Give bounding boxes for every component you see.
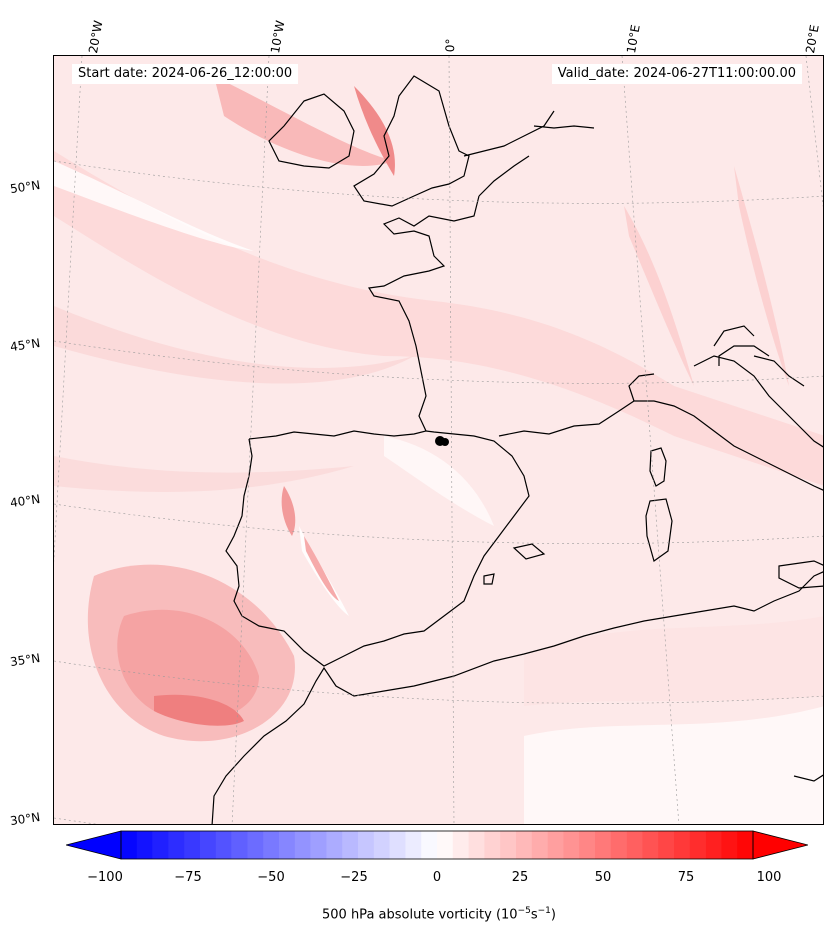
colorbar-tick: −75: [174, 870, 202, 885]
colorbar-cell: [468, 831, 485, 859]
colorbar-cell: [595, 831, 612, 859]
start-date-label: Start date: 2024-06-26_12:00:00: [72, 64, 299, 84]
colorbar-cell: [563, 831, 580, 859]
colorbar-tick: 25: [511, 870, 529, 885]
colorbar-cell: [452, 831, 469, 859]
colorbar-tick: 100: [756, 870, 782, 885]
colorbar-cell: [705, 831, 722, 859]
colorbar-cell: [358, 831, 375, 859]
colorbar-tick: −25: [340, 870, 368, 885]
colorbar-cell: [737, 831, 754, 859]
colorbar-cell: [500, 831, 517, 859]
colorbar-label-exp2: −1: [537, 906, 551, 916]
colorbar-cell: [484, 831, 501, 859]
colorbar-cell: [326, 831, 343, 859]
colorbar-cell: [136, 831, 153, 859]
colorbar-cell: [516, 831, 533, 859]
colorbar-label: 500 hPa absolute vorticity (10−5s−1): [0, 906, 832, 922]
colorbar-cell: [626, 831, 643, 859]
colorbar-cell: [263, 831, 280, 859]
lon-label-10e: 10°E: [624, 23, 643, 55]
colorbar-extend-min: [66, 830, 122, 860]
colorbar-cells: [121, 831, 754, 859]
valid-date-label: Valid_date: 2024-06-27T11:00:00.00: [551, 64, 802, 84]
colorbar-cell: [531, 831, 548, 859]
colorbar-cell: [721, 831, 738, 859]
station-marker: [435, 436, 449, 446]
map-panel: [53, 55, 824, 825]
colorbar-outline: [120, 830, 754, 860]
lon-label-20w: 20°W: [86, 19, 106, 55]
colorbar-label-mid: s: [530, 907, 538, 923]
colorbar-cell: [421, 831, 438, 859]
colorbar-cell: [294, 831, 311, 859]
colorbar-cell: [279, 831, 296, 859]
lat-label-35n: 35°N: [9, 650, 42, 670]
colorbar-cell: [247, 831, 264, 859]
lat-label-45n: 45°N: [9, 335, 42, 355]
colorbar-tick: 50: [594, 870, 612, 885]
colorbar-label-end: ): [550, 907, 556, 923]
colorbar-label-main: 500 hPa absolute vorticity (10: [322, 907, 518, 923]
colorbar-cell: [121, 831, 138, 859]
colorbar-cell: [689, 831, 706, 859]
colorbar-label-exp1: −5: [517, 906, 531, 916]
colorbar-tick: −50: [257, 870, 285, 885]
colorbar-extend-max: [752, 830, 808, 860]
vorticity-map: [54, 56, 823, 824]
lat-label-50n: 50°N: [9, 177, 42, 197]
colorbar-cell: [184, 831, 201, 859]
colorbar-cell: [642, 831, 659, 859]
colorbar-cell: [674, 831, 691, 859]
colorbar-cell: [152, 831, 169, 859]
colorbar-tick: 75: [677, 870, 695, 885]
graticule-lines: [54, 56, 823, 824]
vorticity-field: [54, 76, 823, 824]
colorbar-cell: [215, 831, 232, 859]
colorbar-cell: [389, 831, 406, 859]
coastlines: [211, 75, 823, 824]
colorbar-tick: −100: [87, 870, 123, 885]
colorbar-tick: 0: [432, 870, 442, 885]
colorbar-cell: [405, 831, 422, 859]
colorbar-cell: [168, 831, 185, 859]
colorbar: [66, 830, 808, 860]
colorbar-cell: [231, 831, 248, 859]
lat-label-40n: 40°N: [9, 491, 42, 511]
colorbar-cell: [437, 831, 454, 859]
colorbar-cell: [200, 831, 217, 859]
lat-label-30n: 30°N: [9, 809, 42, 829]
lon-label-0: 0°: [443, 38, 458, 53]
colorbar-cell: [658, 831, 675, 859]
lon-label-10w: 10°W: [268, 19, 288, 55]
lon-label-20e: 20°E: [803, 23, 822, 55]
colorbar-cell: [547, 831, 564, 859]
colorbar-cell: [610, 831, 627, 859]
colorbar-cell: [373, 831, 390, 859]
colorbar-cell: [310, 831, 327, 859]
colorbar-cell: [579, 831, 596, 859]
colorbar-cell: [342, 831, 359, 859]
